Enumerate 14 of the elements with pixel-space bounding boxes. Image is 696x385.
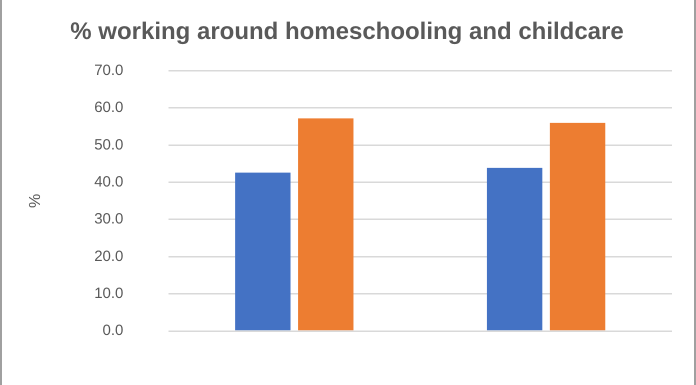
- y-tick-label: 30.0: [94, 210, 124, 228]
- chart-title: % working around homeschooling and childcare: [70, 18, 624, 46]
- y-tick-label: 0.0: [102, 322, 124, 340]
- y-tick-label: 70.0: [94, 62, 124, 79]
- y-tick-label: 40.0: [94, 173, 124, 190]
- y-tick-label: 10.0: [94, 284, 124, 302]
- y-tick-label: 20.0: [94, 248, 124, 265]
- y-tick-label: 50.0: [94, 136, 124, 154]
- bar: [298, 118, 354, 330]
- y-tick-label: 60.0: [94, 99, 124, 116]
- bar: [550, 122, 606, 330]
- bar: [486, 168, 542, 330]
- bar: [235, 172, 291, 330]
- y-axis-title: %: [27, 194, 44, 208]
